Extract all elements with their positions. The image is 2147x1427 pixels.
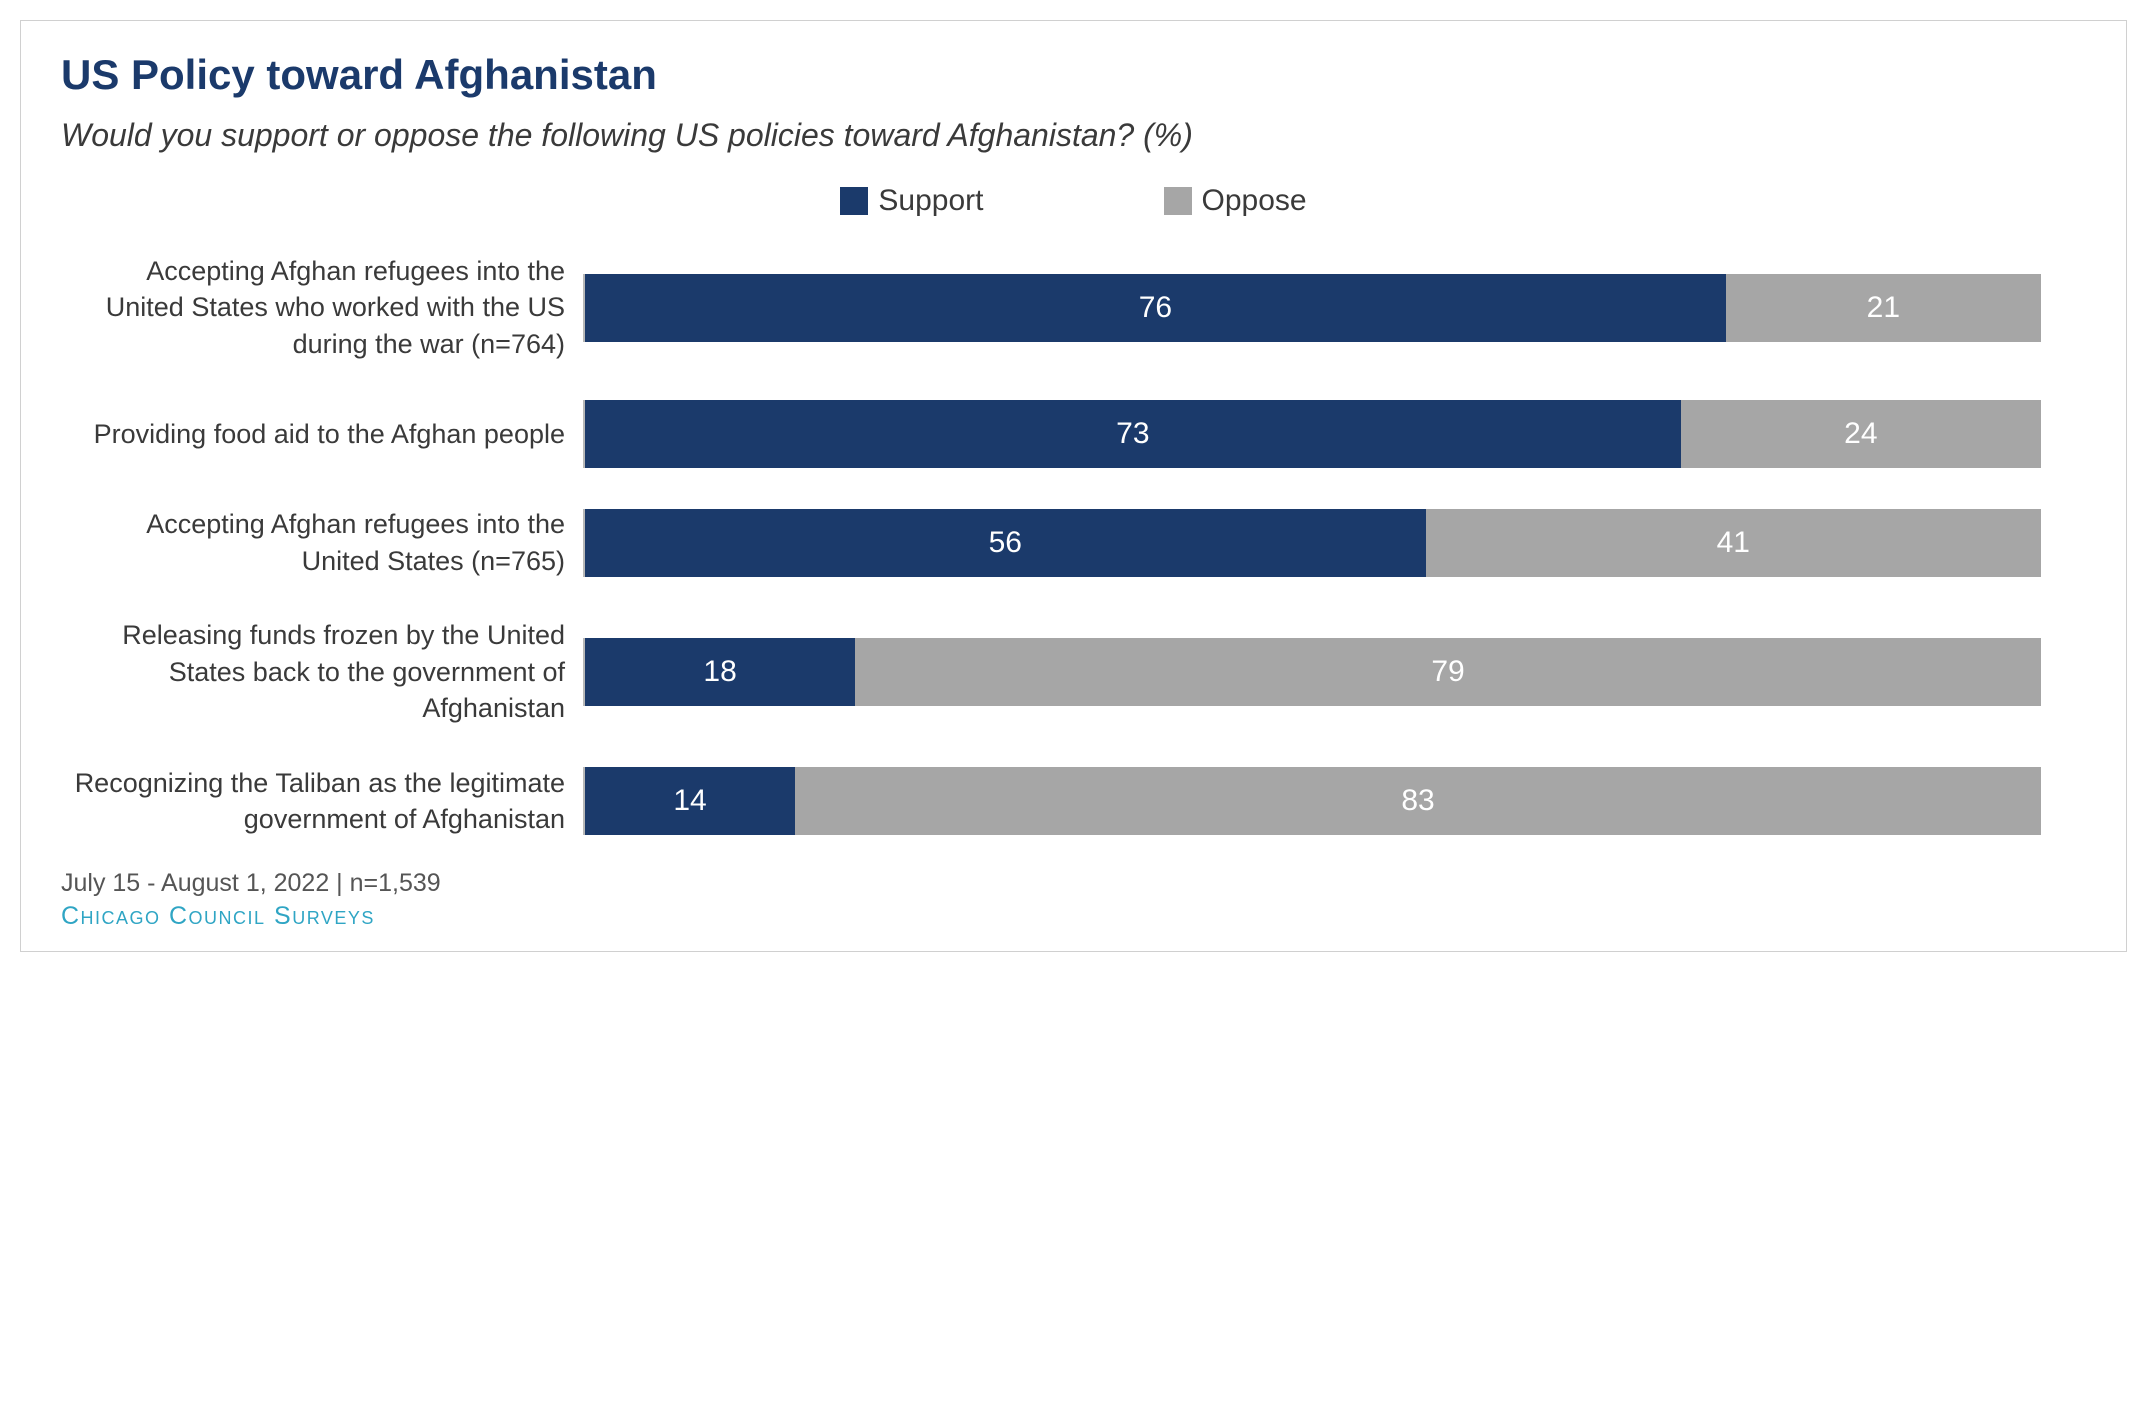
row-label: Providing food aid to the Afghan people bbox=[63, 416, 583, 452]
bar-segment-oppose: 79 bbox=[855, 638, 2041, 706]
row-label: Accepting Afghan refugees into the Unite… bbox=[63, 506, 583, 579]
bar-segment-oppose: 41 bbox=[1426, 509, 2041, 577]
legend-swatch-oppose bbox=[1164, 187, 1192, 215]
bar-segment-oppose: 24 bbox=[1681, 400, 2041, 468]
bar-segment-support: 14 bbox=[585, 767, 795, 835]
legend-item-support: Support bbox=[840, 184, 983, 218]
footer-date-sample: July 15 - August 1, 2022 | n=1,539 bbox=[61, 869, 2086, 898]
footer-source: Chicago Council Surveys bbox=[61, 902, 2086, 931]
chart-footer: July 15 - August 1, 2022 | n=1,539 Chica… bbox=[61, 869, 2086, 931]
bar-track: 7324 bbox=[583, 400, 2086, 468]
bar-segment-support: 73 bbox=[585, 400, 1681, 468]
bar-segment-support: 18 bbox=[585, 638, 855, 706]
chart-row: Releasing funds frozen by the United Sta… bbox=[63, 617, 2086, 726]
bar-track: 1483 bbox=[583, 767, 2086, 835]
row-label: Releasing funds frozen by the United Sta… bbox=[63, 617, 583, 726]
chart-row: Accepting Afghan refugees into the Unite… bbox=[63, 506, 2086, 579]
row-label: Recognizing the Taliban as the legitimat… bbox=[63, 765, 583, 838]
legend: Support Oppose bbox=[61, 184, 2086, 218]
chart-body: Accepting Afghan refugees into the Unite… bbox=[61, 253, 2086, 847]
bar-track: 5641 bbox=[583, 509, 2086, 577]
bar-segment-support: 56 bbox=[585, 509, 1426, 577]
chart-container: US Policy toward Afghanistan Would you s… bbox=[20, 20, 2127, 952]
chart-row: Recognizing the Taliban as the legitimat… bbox=[63, 765, 2086, 838]
bar-segment-oppose: 21 bbox=[1726, 274, 2041, 342]
legend-label-support: Support bbox=[878, 184, 983, 218]
chart-row: Accepting Afghan refugees into the Unite… bbox=[63, 253, 2086, 362]
chart-subtitle: Would you support or oppose the followin… bbox=[61, 117, 2086, 154]
bar-segment-oppose: 83 bbox=[795, 767, 2041, 835]
bar-track: 1879 bbox=[583, 638, 2086, 706]
chart-title: US Policy toward Afghanistan bbox=[61, 51, 2086, 99]
legend-label-oppose: Oppose bbox=[1202, 184, 1307, 218]
legend-item-oppose: Oppose bbox=[1164, 184, 1307, 218]
bar-segment-support: 76 bbox=[585, 274, 1726, 342]
row-label: Accepting Afghan refugees into the Unite… bbox=[63, 253, 583, 362]
legend-swatch-support bbox=[840, 187, 868, 215]
bar-track: 7621 bbox=[583, 274, 2086, 342]
chart-row: Providing food aid to the Afghan people7… bbox=[63, 400, 2086, 468]
